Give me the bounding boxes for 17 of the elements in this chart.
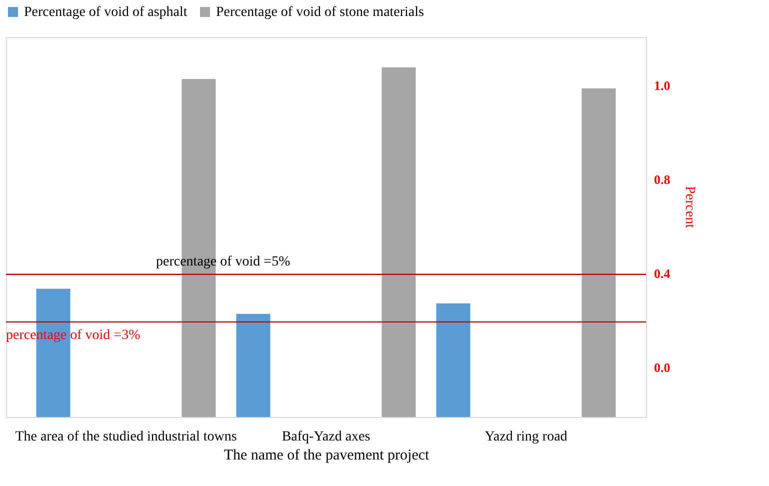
text: 0.0 (654, 360, 670, 375)
x-axis-title: The name of the pavement project (224, 448, 430, 464)
x-tick-label: The area of the studied industrial towns (15, 430, 237, 444)
y-axis-title: Percent (682, 186, 697, 228)
bar (582, 88, 616, 417)
annotation: percentage of void =3% (6, 328, 141, 343)
text: 1.0 (654, 78, 670, 93)
text: 0.8 (654, 172, 671, 187)
bar (436, 303, 470, 417)
bar (382, 67, 416, 417)
legend-label: Percentage of void of asphalt (24, 5, 188, 20)
text: 0.4 (654, 266, 671, 281)
bar (236, 314, 270, 417)
annotation: percentage of void =5% (156, 254, 291, 270)
legend-label: Percentage of void of stone materials (216, 5, 424, 20)
x-tick-label: Bafq-Yazd axes (282, 430, 370, 444)
x-tick-label: Yazd ring road (484, 430, 568, 444)
